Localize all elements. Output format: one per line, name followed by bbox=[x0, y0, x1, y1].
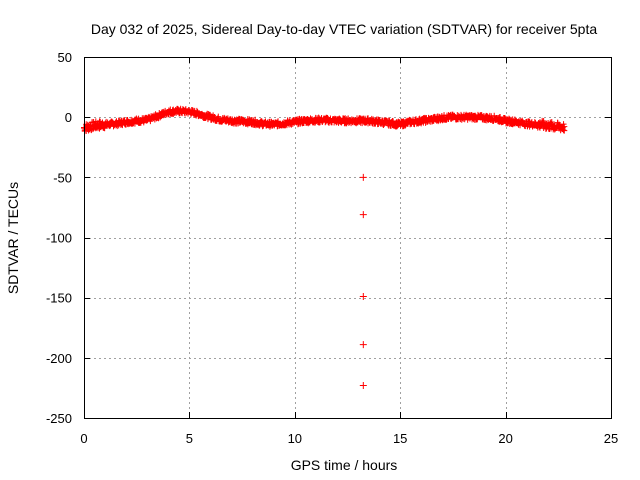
outlier-point bbox=[359, 211, 367, 219]
outlier-point bbox=[359, 292, 367, 300]
x-tick-label: 5 bbox=[186, 431, 193, 446]
outlier-point bbox=[359, 341, 367, 349]
y-tick-label: -100 bbox=[46, 231, 72, 246]
outlier-point bbox=[359, 382, 367, 390]
y-tick-label: -200 bbox=[46, 351, 72, 366]
data-point bbox=[511, 116, 518, 123]
y-tick-label: -50 bbox=[53, 170, 72, 185]
x-tick-label: 10 bbox=[288, 431, 302, 446]
x-tick-label: 0 bbox=[80, 431, 87, 446]
x-tick-label: 25 bbox=[604, 431, 618, 446]
x-axis-label: GPS time / hours bbox=[291, 457, 398, 473]
data-point bbox=[561, 123, 568, 130]
y-axis-label: SDTVAR / TECUs bbox=[5, 182, 21, 294]
y-tick-label: -250 bbox=[46, 411, 72, 426]
data-points bbox=[81, 105, 568, 390]
x-tick-label: 15 bbox=[393, 431, 407, 446]
y-tick-label: 50 bbox=[58, 50, 72, 65]
data-point bbox=[540, 118, 547, 125]
axis-ticks: 0 5 10 15 20 25 -250 -200 -150 -100 -50 0 50 bbox=[46, 50, 618, 446]
data-point bbox=[215, 113, 222, 120]
data-point bbox=[560, 121, 567, 128]
y-tick-label: 0 bbox=[65, 110, 72, 125]
chart-title: Day 032 of 2025, Sidereal Day-to-day VTE… bbox=[91, 21, 598, 37]
y-tick-label: -150 bbox=[46, 291, 72, 306]
x-tick-label: 20 bbox=[498, 431, 512, 446]
outlier-point bbox=[359, 173, 367, 181]
